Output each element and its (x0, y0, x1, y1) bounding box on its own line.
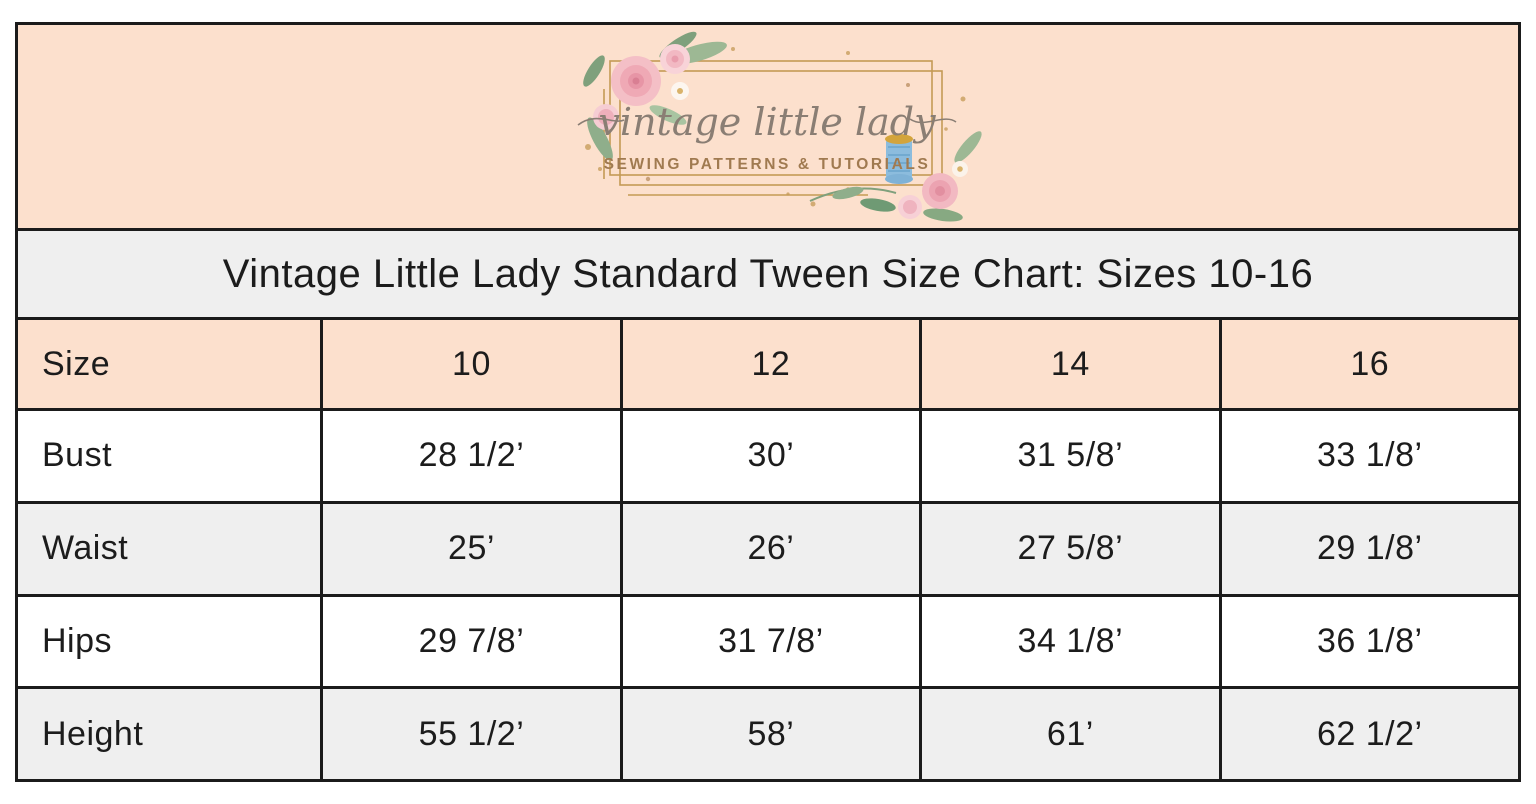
measurement-value: 31 7/8’ (619, 596, 919, 687)
table-header-row: Size 10 12 14 16 (18, 317, 1518, 408)
brand-script-text: vintage little lady (598, 100, 936, 144)
measurement-value: 34 1/8’ (919, 596, 1218, 687)
size-chart-table: vintage little lady SEWING PATTERNS & TU… (15, 22, 1521, 782)
table-row-hips: Hips 29 7/8’ 31 7/8’ 34 1/8’ 36 1/8’ (18, 593, 1518, 687)
measurement-value: 26’ (619, 503, 919, 594)
header-size-label: Size (42, 344, 111, 383)
chart-title: Vintage Little Lady Standard Tween Size … (222, 251, 1314, 296)
brand-logo: vintage little lady SEWING PATTERNS & TU… (577, 31, 982, 222)
measurement-value: 61’ (919, 689, 1218, 779)
table-row-waist: Waist 25’ 26’ 27 5/8’ 29 1/8’ (18, 500, 1518, 594)
measurement-value: 29 7/8’ (320, 596, 619, 687)
thread-spool-icon (885, 133, 913, 184)
table-row-height: Height 55 1/2’ 58’ 61’ 62 1/2’ (18, 686, 1518, 779)
header-size-10: 10 (320, 320, 619, 408)
floral-ornament-bottom-right-icon (809, 130, 982, 222)
chart-title-row: Vintage Little Lady Standard Tween Size … (18, 228, 1518, 317)
header-size-12: 12 (619, 320, 919, 408)
row-label: Bust (42, 436, 113, 475)
row-label: Height (42, 714, 144, 753)
measurement-value: 58’ (619, 689, 919, 779)
table-row-bust: Bust 28 1/2’ 30’ 31 5/8’ 33 1/8’ (18, 408, 1518, 501)
measurement-value: 30’ (619, 411, 919, 501)
logo-banner: vintage little lady SEWING PATTERNS & TU… (18, 25, 1518, 228)
measurement-value: 55 1/2’ (320, 689, 619, 779)
measurement-value: 31 5/8’ (919, 411, 1218, 501)
measurement-value: 28 1/2’ (320, 411, 619, 501)
measurement-value: 36 1/8’ (1218, 596, 1518, 687)
row-label: Waist (42, 529, 129, 568)
header-size-14: 14 (919, 320, 1218, 408)
measurement-value: 27 5/8’ (919, 503, 1218, 594)
brand-tagline: SEWING PATTERNS & TUTORIALS (604, 156, 931, 173)
measurement-value: 25’ (320, 503, 619, 594)
brand-script: vintage little lady (577, 100, 957, 144)
header-size-16: 16 (1218, 320, 1518, 408)
row-label: Hips (42, 621, 113, 660)
measurement-value: 33 1/8’ (1218, 411, 1518, 501)
floral-ornament-top-left-icon (583, 31, 727, 160)
measurement-value: 29 1/8’ (1218, 503, 1518, 594)
measurement-value: 62 1/2’ (1218, 689, 1518, 779)
